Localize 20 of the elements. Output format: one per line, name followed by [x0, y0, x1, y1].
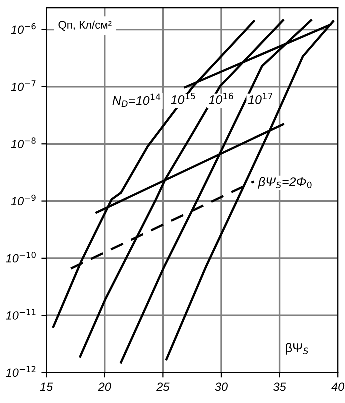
y-tick-label: 10$^{−11}$	[6, 309, 36, 320]
x-tick-label: 25	[156, 382, 170, 392]
y-axis-title: Qп, Кл/см²	[58, 20, 112, 31]
x-tick-label: 35	[274, 382, 286, 392]
x-axis-title: βΨ$_{S}$	[286, 343, 308, 355]
y-tick-label: 10$^{−9}$	[11, 194, 36, 206]
annotation: βΨ$_{S}$=2Φ$_{0}$	[258, 177, 312, 189]
x-tick-label: 15	[40, 382, 54, 392]
y-tick-label: 10$^{−12}$	[6, 366, 36, 378]
annotation: 10$^{15}$	[171, 93, 196, 104]
y-tick-label: 10$^{−7}$	[11, 80, 36, 92]
annotation: 10$^{16}$	[209, 92, 234, 104]
annotation: N$_{D}$=10$^{14}$	[112, 94, 161, 108]
y-tick-label: 10$^{−8}$	[11, 138, 36, 148]
y-tick-label: 10$^{−6}$	[11, 23, 36, 34]
x-tick-label: 30	[215, 382, 228, 392]
x-tick-label: 40	[332, 382, 345, 392]
x-tick-label: 20	[98, 382, 112, 392]
annotation: 10$^{17}$	[248, 93, 273, 104]
y-tick-label: 10$^{−10}$	[6, 252, 36, 263]
